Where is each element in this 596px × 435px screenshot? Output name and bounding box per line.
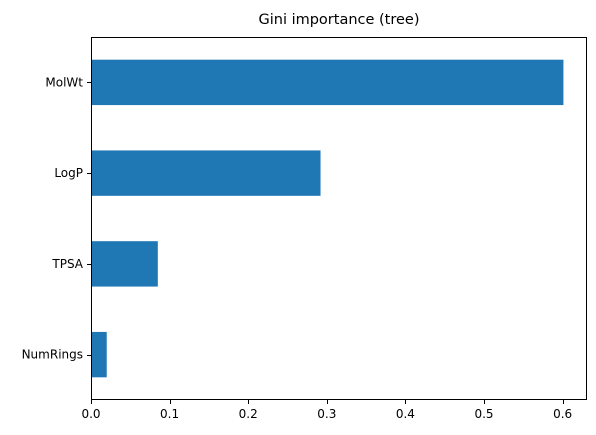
x-tick-label: 0.6 [553,407,572,421]
x-tick-label: 0.0 [81,407,100,421]
bar-numrings [91,331,107,378]
x-tick-label: 0.3 [317,407,336,421]
y-tick-label: NumRings [22,348,83,362]
plot-frame [91,37,587,400]
x-tick-label: 0.4 [396,407,415,421]
bar-logp [91,150,321,196]
bars-layer [91,59,564,378]
x-axis: 0.0 0.1 0.2 0.3 0.4 0.5 0.6 [81,400,572,421]
bar-molwt [91,59,564,106]
y-tick-label: LogP [54,166,83,180]
x-tick-label: 0.2 [239,407,258,421]
x-tick-label: 0.1 [160,407,179,421]
chart-title: Gini importance (tree) [258,12,419,28]
y-tick-label: MolWt [45,75,83,89]
x-tick-label: 0.5 [474,407,493,421]
y-axis: MolWt LogP TPSA NumRings [22,75,91,362]
y-tick-label: TPSA [51,257,83,271]
bar-tpsa [91,241,158,287]
